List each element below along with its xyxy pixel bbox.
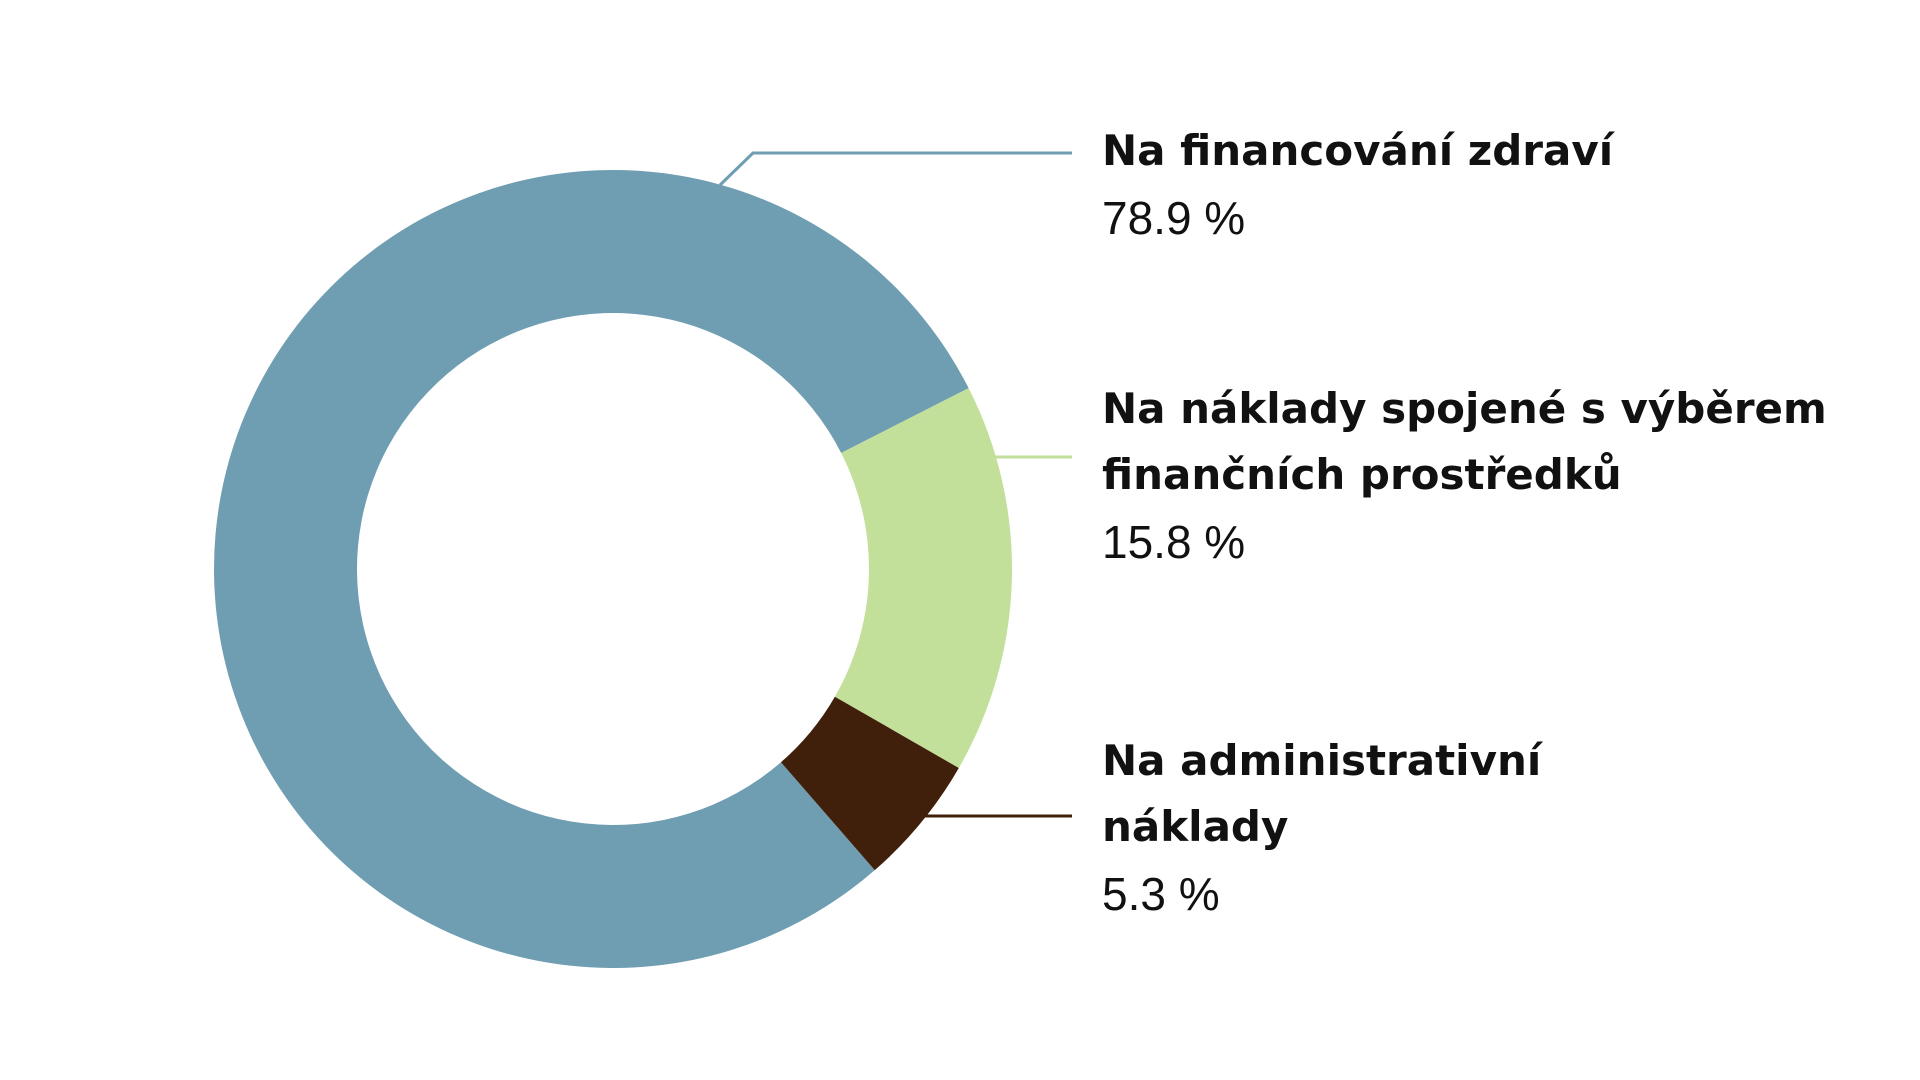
leader-line — [718, 151, 1072, 187]
value-label: 78.9 % — [1102, 192, 1246, 244]
category-label: Na náklady spojené s výběrem finančních … — [1102, 384, 1827, 499]
category-label: Na financování zdraví — [1102, 126, 1614, 175]
category-label: Na administrativní náklady — [1102, 736, 1542, 851]
value-label: 5.3 % — [1102, 868, 1220, 920]
donut-segment — [213, 170, 969, 969]
donut-segment — [834, 388, 1012, 769]
legend-entry: Na administrativní náklady 5.3 % — [1102, 728, 1572, 928]
legend-entry: Na náklady spojené s výběrem finančních … — [1102, 376, 1914, 576]
donut-segment — [780, 696, 959, 871]
value-label: 15.8 % — [1102, 516, 1246, 568]
legend-entry: Na financování zdraví 78.9 % — [1102, 118, 1902, 252]
